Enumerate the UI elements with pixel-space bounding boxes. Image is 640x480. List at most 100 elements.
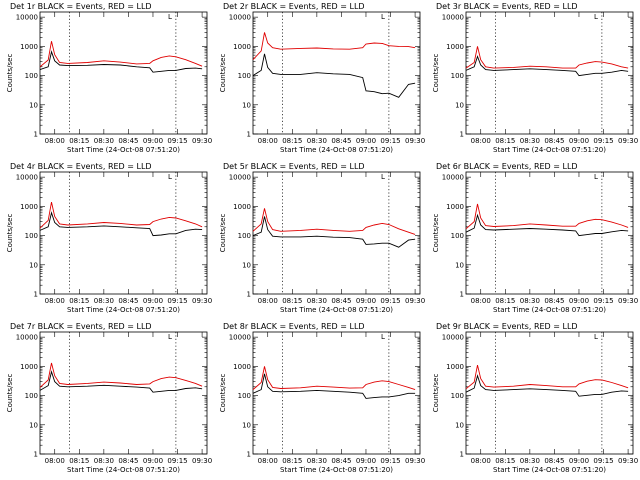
x-tick-label: 08:15 (282, 297, 302, 305)
x-tick-label: 08:00 (471, 137, 491, 145)
x-tick-label: 08:45 (331, 457, 351, 465)
top-marker: L (168, 13, 172, 21)
chart-svg: Det 3r BLACK = Events, RED = LLD 1 10 100 10… (432, 2, 638, 154)
x-axis-label: Start Time (24-Oct-08 07:51:20) (280, 306, 393, 314)
top-marker: L (381, 173, 385, 181)
x-tick-label: 08:00 (258, 297, 278, 305)
chart-svg: Det 5r BLACK = Events, RED = LLD 1 10 100 10… (219, 162, 425, 314)
x-tick-label: 08:45 (544, 297, 564, 305)
y-tick-label: 1000 (446, 363, 464, 371)
series-line-lld (465, 203, 629, 230)
plot-frame (39, 331, 208, 455)
x-tick-label: 08:15 (69, 457, 89, 465)
y-tick-label: 10 (29, 261, 38, 269)
y-tick-label: 100 (25, 72, 38, 80)
x-tick-label: 08:30 (520, 297, 540, 305)
series-line-lld (39, 202, 203, 229)
x-tick-label: 09:15 (593, 457, 613, 465)
plot-frame (252, 171, 421, 295)
plot-frame (252, 11, 421, 135)
detector-panel: Det 7r BLACK = Events, RED = LLD 1 10 100 10… (0, 320, 213, 480)
x-axis-label: Start Time (24-Oct-08 07:51:20) (493, 146, 606, 154)
chart-svg: Det 8r BLACK = Events, RED = LLD 1 10 100 10… (219, 322, 425, 474)
series-line-events (465, 213, 629, 237)
y-tick-label: 10000 (229, 14, 251, 22)
y-tick-label: 1 (247, 131, 251, 139)
series-line-lld (465, 364, 629, 390)
chart-title: Det 4r BLACK = Events, RED = LLD (10, 162, 152, 171)
y-tick-label: 1000 (233, 363, 251, 371)
x-tick-label: 08:30 (307, 297, 327, 305)
x-tick-label: 08:00 (45, 457, 65, 465)
series-line-events (465, 55, 629, 77)
top-marker: L (594, 173, 598, 181)
detector-panel: Det 1r BLACK = Events, RED = LLD 1 10 100 10… (0, 0, 213, 160)
x-tick-label: 09:15 (593, 137, 613, 145)
x-tick-label: 09:00 (569, 137, 589, 145)
chart-title: Det 1r BLACK = Events, RED = LLD (10, 2, 152, 11)
series-line-lld (252, 366, 416, 391)
y-tick-label: 1 (247, 451, 251, 459)
y-axis-label: Counts/sec (219, 214, 227, 253)
y-axis-label: Counts/sec (432, 54, 440, 93)
x-tick-label: 09:30 (405, 297, 425, 305)
y-axis-label: Counts/sec (219, 54, 227, 93)
series-line-events (39, 211, 203, 237)
detector-panel: Det 6r BLACK = Events, RED = LLD 1 10 100 10… (426, 160, 639, 320)
chart-title: Det 9r BLACK = Events, RED = LLD (436, 322, 578, 331)
x-tick-label: 09:30 (618, 457, 638, 465)
x-tick-label: 08:15 (282, 137, 302, 145)
y-tick-label: 1 (460, 291, 464, 299)
x-axis-label: Start Time (24-Oct-08 07:51:20) (67, 466, 180, 474)
y-tick-label: 10 (242, 421, 251, 429)
x-tick-label: 08:30 (94, 297, 114, 305)
top-marker: L (381, 13, 385, 21)
x-tick-label: 09:00 (356, 457, 376, 465)
x-tick-label: 09:00 (356, 137, 376, 145)
y-tick-label: 10 (29, 101, 38, 109)
y-tick-label: 1000 (233, 203, 251, 211)
y-tick-label: 1 (247, 291, 251, 299)
x-tick-label: 08:30 (307, 137, 327, 145)
plot-frame (465, 11, 634, 135)
x-axis-label: Start Time (24-Oct-08 07:51:20) (67, 146, 180, 154)
plot-frame (465, 331, 634, 455)
y-axis-label: Counts/sec (6, 214, 14, 253)
y-tick-label: 1 (34, 291, 38, 299)
x-tick-label: 08:45 (118, 137, 138, 145)
x-tick-label: 09:00 (143, 457, 163, 465)
x-tick-label: 08:00 (471, 297, 491, 305)
x-tick-label: 09:00 (143, 297, 163, 305)
series-line-events (252, 373, 416, 399)
y-axis-label: Counts/sec (219, 374, 227, 413)
chart-title: Det 8r BLACK = Events, RED = LLD (223, 322, 365, 331)
y-tick-label: 100 (25, 232, 38, 240)
top-marker: L (381, 333, 385, 341)
x-tick-label: 08:30 (307, 457, 327, 465)
y-tick-label: 1000 (20, 203, 38, 211)
x-tick-label: 08:15 (69, 137, 89, 145)
x-tick-label: 09:30 (405, 457, 425, 465)
series-line-lld (39, 41, 203, 68)
x-axis-label: Start Time (24-Oct-08 07:51:20) (67, 306, 180, 314)
y-tick-label: 10000 (16, 174, 38, 182)
y-axis-label: Counts/sec (432, 214, 440, 253)
y-tick-label: 10 (455, 261, 464, 269)
top-marker: L (594, 333, 598, 341)
x-tick-label: 09:30 (405, 137, 425, 145)
series-line-lld (465, 46, 629, 69)
x-tick-label: 08:00 (471, 457, 491, 465)
x-axis-label: Start Time (24-Oct-08 07:51:20) (493, 306, 606, 314)
chart-svg: Det 4r BLACK = Events, RED = LLD 1 10 100 10… (6, 162, 212, 314)
y-tick-label: 10 (242, 261, 251, 269)
y-tick-label: 10 (242, 101, 251, 109)
series-line-events (39, 50, 203, 73)
x-tick-label: 08:00 (258, 457, 278, 465)
chart-svg: Det 1r BLACK = Events, RED = LLD 1 10 100 10… (6, 2, 212, 154)
y-tick-label: 100 (451, 232, 464, 240)
x-tick-label: 08:30 (520, 137, 540, 145)
y-tick-label: 10000 (442, 334, 464, 342)
y-tick-label: 10000 (16, 14, 38, 22)
x-tick-label: 09:15 (167, 137, 187, 145)
y-tick-label: 1 (34, 131, 38, 139)
